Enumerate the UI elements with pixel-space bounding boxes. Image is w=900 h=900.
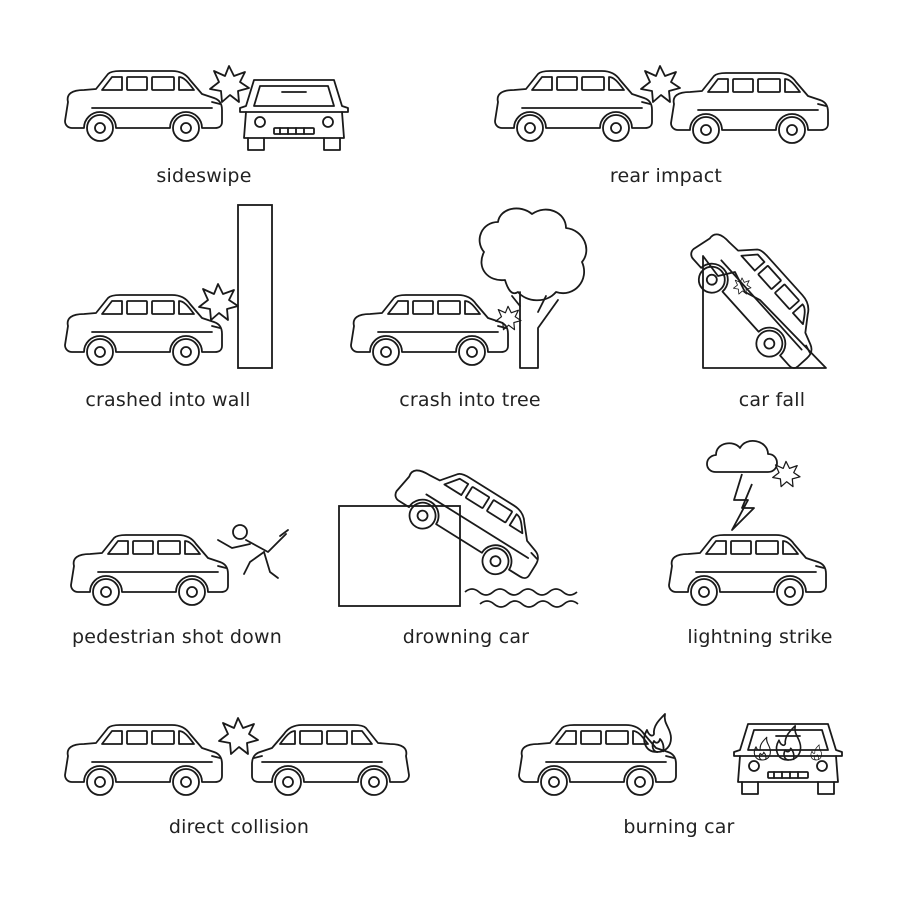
caption-drowning-car: drowning car: [402, 626, 530, 648]
caption-crashed-into-wall: crashed into wall: [85, 389, 251, 411]
burning-car-illustration: [518, 713, 843, 796]
crashed-into-wall-illustration: [64, 204, 273, 369]
caption-crash-into-tree: crash into tree: [399, 389, 541, 411]
caption-direct-collision: direct collision: [168, 816, 310, 838]
caption-rear-impact: rear impact: [609, 165, 723, 187]
caption-lightning-strike: lightning strike: [687, 626, 833, 648]
drowning-car-illustration: [338, 447, 579, 608]
lightning-strike-illustration: [668, 440, 827, 606]
caption-pedestrian-shot-down: pedestrian shot down: [72, 626, 282, 648]
direct-collision-illustration: [64, 717, 410, 796]
pedestrian-shot-down-illustration: [70, 524, 289, 606]
caption-burning-car: burning car: [623, 816, 735, 838]
crash-into-tree-illustration: [350, 207, 588, 369]
caption-sideswipe: sideswipe: [156, 165, 252, 187]
rear-impact-illustration: [494, 65, 829, 144]
sideswipe-illustration: [64, 65, 349, 151]
caption-car-fall: car fall: [738, 389, 806, 411]
car-fall-illustration: [677, 214, 837, 380]
